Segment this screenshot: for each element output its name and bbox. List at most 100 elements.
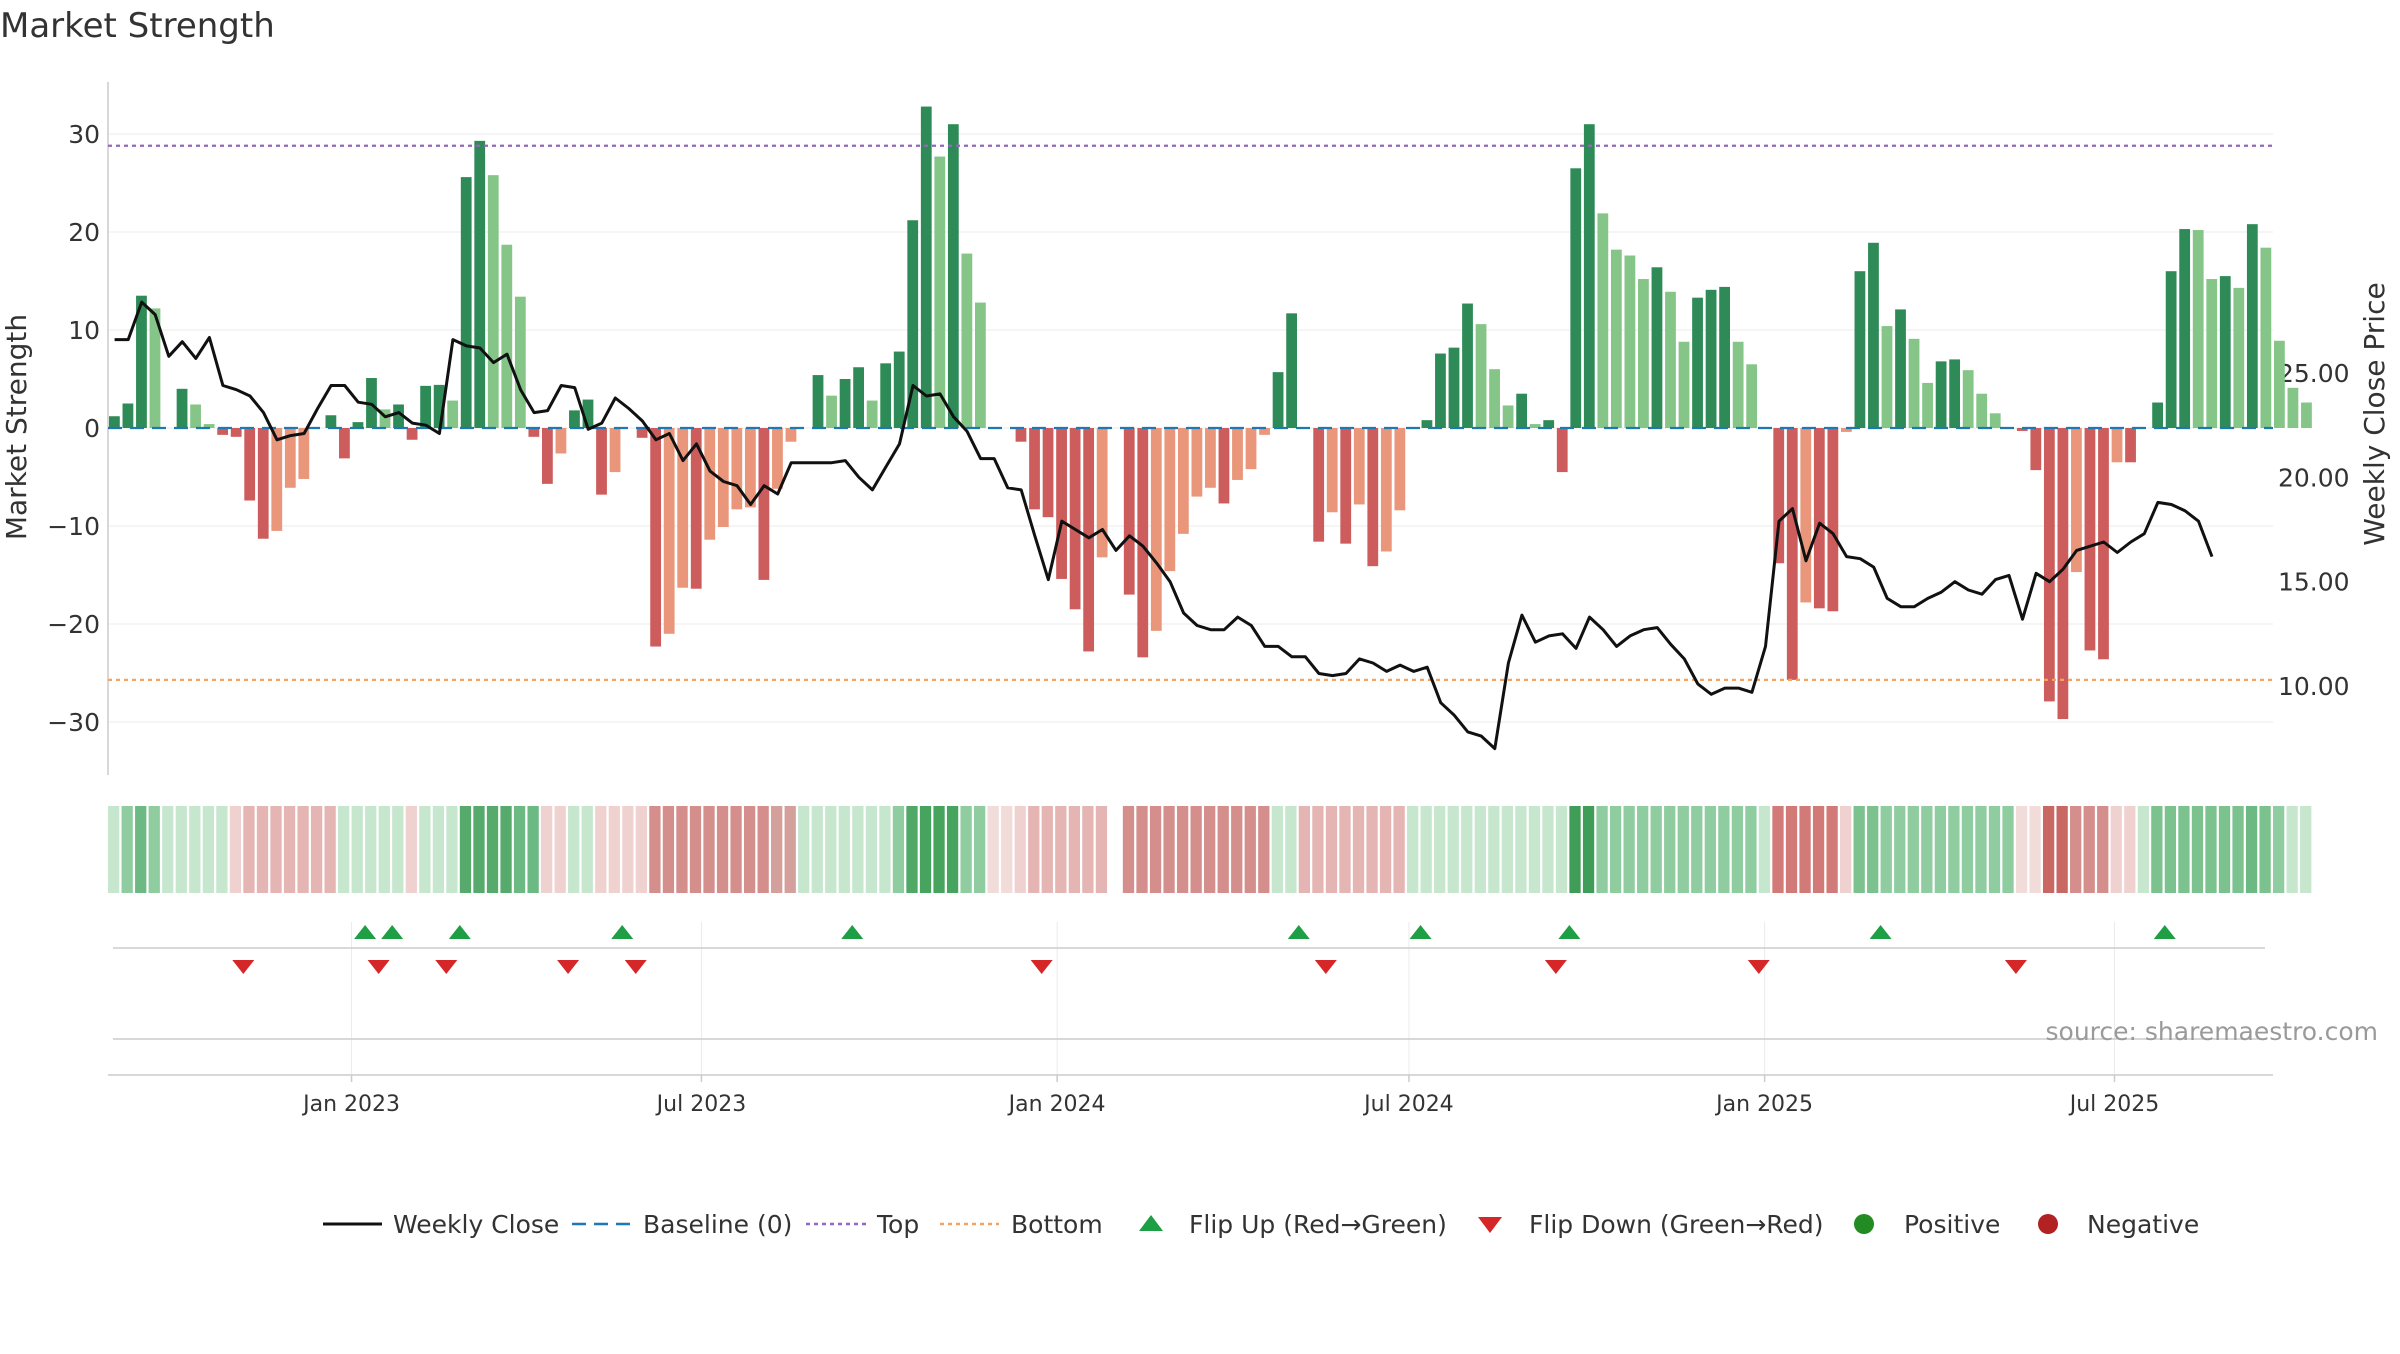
- y-right-tick-label: 15.00: [2278, 568, 2350, 597]
- strip-cell: [2205, 806, 2217, 893]
- strip-cell: [1921, 806, 1933, 893]
- strip-cell: [324, 806, 336, 893]
- y-left-tick-label: 30: [68, 120, 100, 149]
- strip-cell: [1637, 806, 1649, 893]
- strip-cell: [2164, 806, 2177, 893]
- y-left-axis-title: Market Strength: [0, 314, 33, 540]
- regime-strip: [108, 806, 2312, 893]
- bar-positive: [893, 351, 905, 428]
- x-tick-label: Jan 2023: [301, 1092, 400, 1117]
- strip-cell: [838, 806, 850, 893]
- strip-cell: [1204, 806, 1216, 893]
- bar-positive: [1746, 364, 1758, 428]
- strip-cell: [906, 806, 918, 893]
- strip-cell: [1095, 806, 1108, 893]
- flip-up-marker: [2153, 925, 2176, 939]
- strip-cell: [392, 806, 404, 893]
- bar-positive: [1705, 289, 1717, 428]
- bar-positive: [420, 385, 432, 428]
- bar-positive: [190, 404, 201, 428]
- strip-cell: [960, 806, 972, 893]
- strip-cell: [1515, 806, 1527, 893]
- strip-cell: [919, 806, 932, 893]
- bar-negative: [1096, 428, 1108, 558]
- strip-cell: [1379, 806, 1392, 893]
- bar-negative: [257, 428, 269, 539]
- strip-cell: [1785, 806, 1798, 893]
- bar-negative: [528, 428, 540, 437]
- strip-cell: [1136, 806, 1148, 893]
- strip-cell: [1407, 806, 1419, 893]
- strip-cell: [1420, 806, 1432, 893]
- strip-cell: [1501, 806, 1514, 893]
- flip-down-marker: [435, 960, 458, 974]
- bar-positive: [880, 363, 892, 428]
- bar-negative: [1015, 428, 1027, 442]
- y-right-tick-label: 10.00: [2278, 672, 2350, 701]
- bar-positive: [1543, 420, 1555, 428]
- strip-cell: [2273, 806, 2285, 893]
- bar-negative: [1340, 428, 1352, 544]
- bar-positive: [1908, 338, 1920, 428]
- strip-cell: [1393, 806, 1405, 893]
- strip-cell: [1461, 806, 1473, 893]
- strip-cell: [135, 806, 147, 893]
- bar-positive: [1475, 324, 1487, 428]
- bar-negative: [1123, 428, 1135, 595]
- strip-cell: [649, 806, 661, 893]
- bar-positive: [1665, 291, 1676, 428]
- strip-cell: [1826, 806, 1838, 893]
- bar-positive: [203, 424, 215, 428]
- legend-label-top: Top: [876, 1210, 919, 1239]
- strip-cell: [1312, 806, 1324, 893]
- bar-negative: [555, 428, 567, 454]
- strip-cell: [1718, 806, 1730, 893]
- bar-positive: [569, 410, 580, 428]
- bar-positive: [1881, 326, 1893, 428]
- x-tick-label: Jan 2024: [1007, 1092, 1106, 1117]
- bar-negative: [1556, 428, 1568, 473]
- bar-negative: [1205, 428, 1216, 488]
- strip-cell: [2042, 806, 2055, 893]
- legend-label-flip-up: Flip Up (Red→Green): [1189, 1210, 1447, 1239]
- bar-negative: [1367, 428, 1379, 567]
- strip-cell: [1488, 806, 1500, 893]
- bar-positive: [501, 244, 513, 428]
- legend-label-flip-down: Flip Down (Green→Red): [1529, 1210, 1824, 1239]
- bar-positive: [433, 384, 445, 428]
- strip-cell: [1704, 806, 1716, 893]
- strip-cell: [121, 806, 133, 893]
- bar-positive: [582, 399, 594, 428]
- strip-cell: [2056, 806, 2068, 893]
- bar-negative: [677, 428, 689, 588]
- strip-cell: [1434, 806, 1446, 893]
- strip-cell: [1447, 806, 1459, 893]
- strip-cell: [419, 806, 431, 893]
- strip-cell: [1731, 806, 1744, 893]
- bar-positive: [934, 156, 946, 429]
- flip-up-marker: [1287, 925, 1310, 939]
- bar-positive: [2246, 224, 2258, 428]
- strip-cell: [825, 806, 837, 893]
- legend-swatch-flip-down: [1478, 1217, 1502, 1233]
- bar-negative: [2071, 428, 2082, 573]
- strip-cell: [1041, 806, 1053, 893]
- strip-cell: [1582, 806, 1595, 893]
- bar-positive: [1286, 313, 1298, 428]
- flip-down-marker: [367, 960, 390, 974]
- bar-negative: [2057, 428, 2069, 720]
- bar-positive: [2260, 247, 2272, 428]
- bar-positive: [487, 175, 499, 428]
- bar-negative: [284, 428, 296, 488]
- strip-cell: [1772, 806, 1784, 893]
- bar-negative: [1232, 428, 1243, 480]
- source-annotation: source: sharemaestro.com: [2046, 1017, 2379, 1046]
- strip-cell: [1799, 806, 1811, 893]
- strip-cell: [1528, 806, 1541, 893]
- bar-positive: [1597, 213, 1609, 428]
- bar-negative: [1042, 428, 1054, 518]
- bar-positive: [2233, 287, 2245, 428]
- bar-positive: [866, 400, 878, 428]
- strip-cell: [473, 806, 485, 893]
- bar-positive: [2287, 387, 2299, 428]
